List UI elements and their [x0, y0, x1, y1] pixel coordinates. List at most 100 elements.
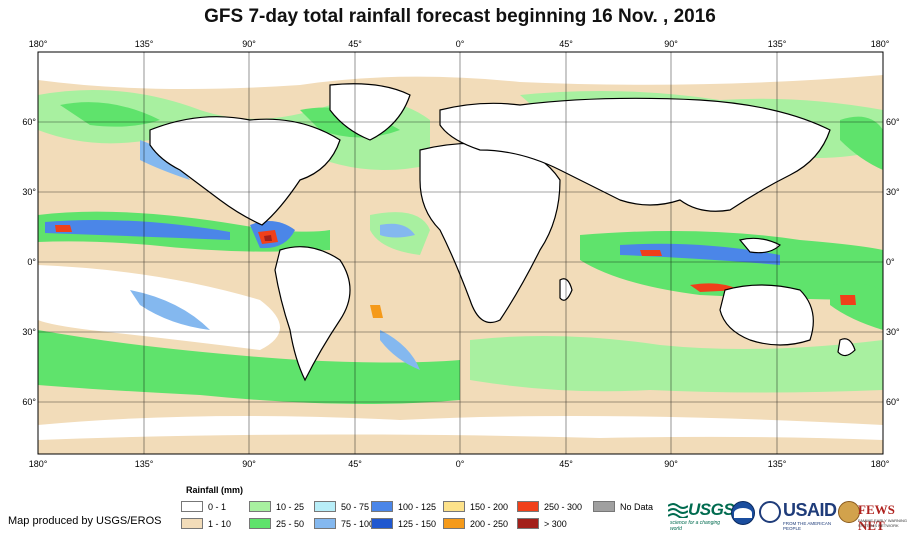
lon-label: 135° — [135, 459, 154, 469]
legend-swatch — [517, 501, 539, 512]
lon-label: 45° — [348, 459, 362, 469]
legend-item: 150 - 200 — [443, 500, 508, 513]
legend-item: 250 - 300 — [517, 500, 582, 513]
legend-item: 75 - 100 — [314, 517, 374, 530]
legend-label: 25 - 50 — [276, 518, 305, 529]
legend-label: 50 - 75 — [341, 501, 370, 512]
lat-label: 30° — [886, 327, 900, 337]
usaid-wordmark: USAID — [783, 500, 837, 520]
legend-item: 0 - 1 — [181, 500, 226, 513]
itcz-heavy — [620, 243, 780, 265]
continents — [149, 83, 856, 382]
legend-swatch — [181, 518, 203, 529]
lon-label: 45° — [348, 39, 362, 49]
heavy-rain-patch — [130, 290, 210, 330]
lat-label: 60° — [886, 117, 900, 127]
lon-label: 135° — [135, 39, 154, 49]
lon-label: 0° — [456, 39, 465, 49]
legend-item: > 300 — [517, 517, 567, 530]
rainfall-legend: 0 - 1 1 - 10 10 - 25 25 - 50 50 - 75 75 … — [181, 500, 661, 534]
legend-item: 125 - 150 — [371, 517, 436, 530]
lon-label: 0° — [456, 459, 465, 469]
legend-label: 1 - 10 — [208, 518, 232, 529]
legend-item: 50 - 75 — [314, 500, 369, 513]
lat-label: 60° — [886, 397, 900, 407]
fews-globe-icon — [838, 501, 860, 523]
usgs-logo: USGS science for a changing world — [668, 499, 735, 533]
legend-label: 75 - 100 — [341, 518, 375, 529]
legend-swatch — [181, 501, 203, 512]
usaid-logo: USAID FROM THE AMERICAN PEOPLE — [759, 499, 839, 533]
extreme-rain-patch — [640, 250, 662, 256]
map-title: GFS 7-day total rainfall forecast beginn… — [204, 6, 716, 27]
heavy-rain-patch — [380, 330, 420, 370]
legend-label: 0 - 1 — [208, 501, 227, 512]
legend-label: 250 - 300 — [544, 501, 583, 512]
usgs-wordmark: USGS — [688, 500, 735, 519]
eurasia — [439, 97, 831, 212]
legend-item: No Data — [593, 500, 653, 513]
longitude-labels-bottom: 180° 135° 90° 45° 0° 45° 90° 135° 180° — [29, 459, 890, 469]
usaid-tagline: FROM THE AMERICAN PEOPLE — [783, 521, 832, 531]
new-zealand — [837, 338, 856, 357]
lon-label: 180° — [871, 459, 890, 469]
indonesia — [738, 237, 782, 254]
lon-label: 90° — [242, 459, 256, 469]
lon-label: 90° — [664, 459, 678, 469]
australia — [719, 284, 814, 346]
lat-label: 0° — [886, 257, 895, 267]
lon-label: 45° — [559, 459, 573, 469]
longitude-labels-top: 180° 135° 90° 45° 0° 45° 90° 135° 180° — [29, 39, 890, 49]
latitude-labels-left: 60° 30° 0° 30° 60° — [22, 117, 36, 407]
noaa-logo-icon — [731, 501, 755, 525]
legend-item: 1 - 10 — [181, 517, 231, 530]
map-credit: Map produced by USGS/EROS — [8, 515, 162, 527]
lon-label: 180° — [29, 39, 48, 49]
legend-swatch — [314, 518, 336, 529]
fews-wordmark: FEWS NET — [858, 502, 895, 533]
lat-label: 60° — [22, 397, 36, 407]
latitude-labels-right: 60° 30° 0° 30° 60° — [886, 117, 900, 407]
extreme-rain-patch — [840, 295, 856, 305]
fews-tagline: FAMINE EARLY WARNING SYSTEMS NETWORK — [858, 518, 908, 528]
legend-swatch — [249, 501, 271, 512]
greenland — [329, 83, 411, 141]
itcz-heavy — [45, 219, 230, 240]
usgs-waves-icon — [668, 503, 688, 518]
legend-label: No Data — [620, 501, 654, 512]
usaid-seal-icon — [759, 501, 781, 523]
legend-swatch — [443, 518, 465, 529]
rain-band — [840, 116, 883, 170]
lat-label: 0° — [27, 257, 36, 267]
legend-item: 200 - 250 — [443, 517, 508, 530]
south-america — [274, 246, 351, 382]
lon-label: 90° — [242, 39, 256, 49]
legend-label: 125 - 150 — [398, 518, 437, 529]
lon-label: 135° — [768, 39, 787, 49]
legend-label: 100 - 125 — [398, 501, 437, 512]
lon-label: 135° — [768, 459, 787, 469]
lon-label: 180° — [871, 39, 890, 49]
antarctic-band — [38, 434, 883, 454]
lon-label: 180° — [29, 459, 48, 469]
lon-label: 90° — [664, 39, 678, 49]
legend-swatch — [443, 501, 465, 512]
southern-storm-track-east — [470, 336, 883, 393]
extreme-rain-patch — [264, 235, 272, 241]
legend-swatch — [593, 501, 615, 512]
lat-label: 30° — [22, 187, 36, 197]
legend-item: 10 - 25 — [249, 500, 304, 513]
north-america — [149, 116, 341, 226]
legend-title: Rainfall (mm) — [186, 485, 244, 495]
legend-label: 10 - 25 — [276, 501, 305, 512]
rain-band — [60, 102, 160, 127]
legend-label: 150 - 200 — [470, 501, 509, 512]
legend-label: > 300 — [544, 518, 567, 529]
extreme-rain-patch — [55, 225, 72, 232]
lat-label: 60° — [22, 117, 36, 127]
legend-swatch — [371, 518, 393, 529]
legend-item: 25 - 50 — [249, 517, 304, 530]
lon-label: 45° — [559, 39, 573, 49]
